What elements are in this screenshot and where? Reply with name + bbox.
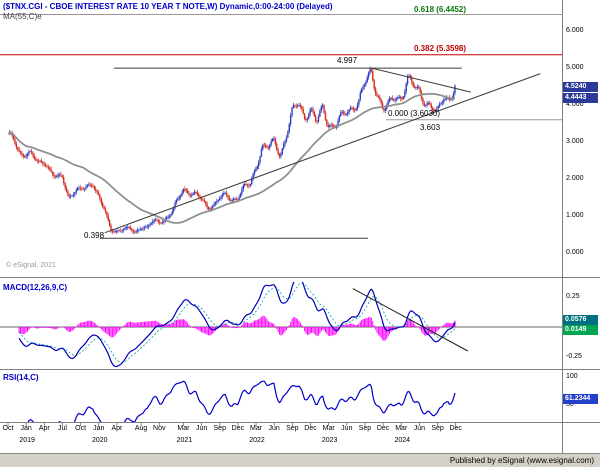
low-price-label: 0.398 (84, 231, 105, 240)
macd-value-badge: 0.0576 (563, 315, 598, 325)
macd-study-label: MACD(12,26,9,C) (3, 283, 68, 292)
macd-axis-tick: 0.25 (566, 293, 580, 300)
x-axis-month-label: Sep (431, 425, 444, 432)
chart-title: ($TNX.CGI - CBOE INTEREST RATE 10 YEAR T… (3, 2, 333, 11)
rsi-study-label: RSI(14,C) (3, 373, 39, 382)
last-price-badge: 4.5240 (563, 82, 598, 92)
macd-axis-tick: -0.25 (566, 353, 582, 360)
x-axis-month-label: Dec (304, 425, 317, 432)
rsi-axis-tick: 100 (566, 373, 578, 380)
x-axis-month-label: Sep (358, 425, 372, 432)
x-axis-month-label: Jun (341, 425, 353, 432)
ma-study-label: MA(55,C)e (3, 12, 42, 21)
x-axis-month-label: Jun (268, 425, 280, 432)
x-axis-month-label: Oct (75, 425, 87, 432)
x-axis-month-label: Dec (231, 425, 245, 432)
x-axis-month-label: Jul (57, 425, 67, 432)
x-axis-month-label: Jan (93, 425, 105, 432)
price-axis-tick: 2.000 (566, 175, 584, 182)
rsi-axis-tick: 50 (566, 401, 574, 408)
x-axis-year-label: 2020 (91, 437, 108, 444)
published-by-label: Published by eSignal (www.esignal.com) (449, 456, 594, 465)
fib-382-label: 0.382 (5.3598) (414, 44, 467, 53)
x-axis-year-label: 2021 (176, 437, 193, 444)
price-axis-tick: 0.000 (566, 249, 584, 256)
x-axis-month-label: Dec (376, 425, 390, 432)
rsi-value-badge: 61.2344 (563, 394, 598, 404)
fib-0-label: 0.000 (3.6030) (388, 109, 441, 118)
x-axis-year-label: 2019 (19, 437, 35, 444)
copyright-label: © eSignal, 2021 (6, 262, 56, 269)
x-axis-month-label: Oct (2, 425, 14, 432)
x-axis-month-label: Dec (449, 425, 462, 432)
x-axis-year-label: 2022 (249, 437, 265, 444)
x-axis-month-label: Jun (195, 425, 208, 432)
status-bar: Published by eSignal (www.esignal.com) (0, 453, 600, 467)
x-axis-month-label: Nov (153, 425, 166, 432)
price-axis-tick: 5.000 (566, 64, 584, 71)
x-axis-month-label: Sep (213, 425, 226, 432)
price-axis-tick: 6.000 (566, 27, 584, 34)
x-axis-month-label: Mar (395, 425, 408, 432)
x-axis-month-label: Apr (111, 425, 123, 432)
recent-low-label: 3.603 (420, 123, 441, 132)
x-axis-month-label: Jun (413, 425, 426, 432)
x-axis-month-label: Apr (38, 425, 50, 432)
x-axis-month-label: Mar (322, 425, 335, 432)
x-axis-month-label: Sep (286, 425, 299, 432)
ma-value-badge: 4.4443 (563, 93, 598, 103)
x-axis-month-label: Mar (250, 425, 263, 432)
peak-price-label: 4.997 (337, 56, 358, 65)
x-axis-year-label: 2024 (394, 437, 411, 444)
x-axis-month-label: Aug (134, 425, 148, 432)
macd-signal-badge: 0.0149 (563, 325, 598, 335)
x-axis-month-label: Mar (177, 425, 190, 432)
x-axis-month-label: Jan (20, 425, 32, 432)
fib-618-label: 0.618 (6.4452) (414, 5, 467, 14)
price-axis-tick: 1.000 (566, 212, 584, 219)
price-axis-tick: 3.000 (566, 138, 584, 145)
price-axis-tick: 4.000 (566, 101, 584, 108)
x-axis-year-label: 2023 (321, 437, 338, 444)
